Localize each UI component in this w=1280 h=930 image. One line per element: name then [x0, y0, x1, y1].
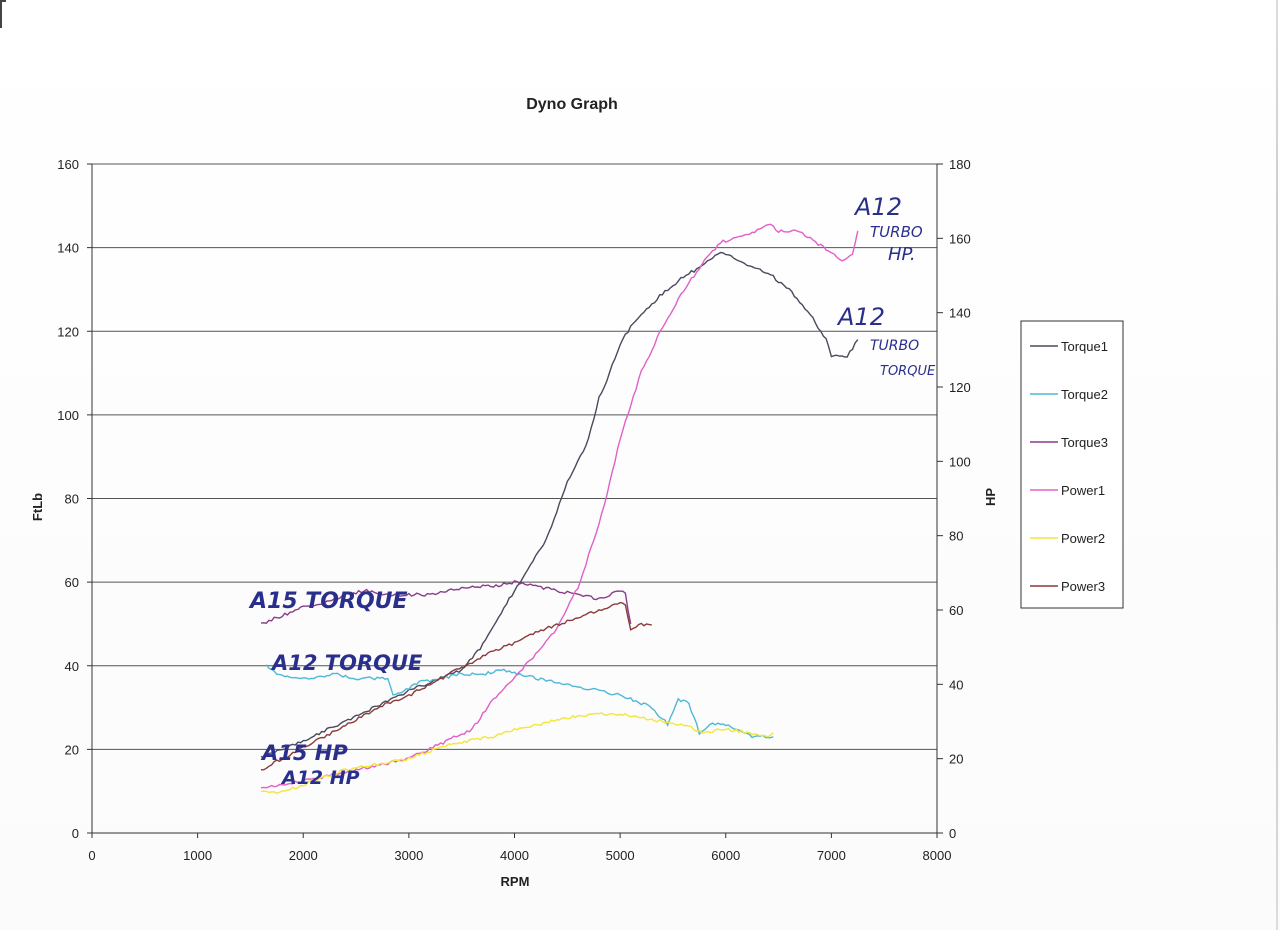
y2-tick-label: 100 — [949, 454, 971, 469]
scan-corner-mark — [0, 0, 6, 28]
y2-tick-label: 180 — [949, 157, 971, 172]
legend-label-torque3: Torque3 — [1061, 435, 1108, 450]
y-tick-label: 0 — [72, 826, 79, 841]
x-axis-title: RPM — [501, 874, 530, 889]
series-line-torque1 — [260, 251, 859, 759]
annotation-a12-turbo-torque-line2: TURBO — [870, 338, 919, 354]
legend-label-torque1: Torque1 — [1061, 339, 1108, 354]
series-line-power1 — [260, 223, 859, 789]
y-tick-label: 40 — [65, 659, 79, 674]
chart-title: Dyno Graph — [526, 96, 618, 113]
x-tick-label: 1000 — [183, 848, 212, 863]
gridlines — [92, 163, 937, 834]
series-line-power2 — [260, 712, 774, 795]
y2-tick-label: 80 — [949, 529, 963, 544]
y-tick-label: 20 — [65, 742, 79, 757]
series-line-torque3 — [260, 579, 632, 625]
annotation-a15-hp: A15 HP — [260, 741, 348, 765]
annotation-a12-turbo-torque-line1: A12 — [836, 303, 885, 331]
legend-label-power1: Power1 — [1061, 483, 1105, 498]
annotation-a12-hp: A12 HP — [280, 767, 360, 789]
legend-label-power3: Power3 — [1061, 579, 1105, 594]
y2-tick-label: 120 — [949, 380, 971, 395]
right-axis-title: HP — [983, 488, 998, 506]
handwritten-annotations: A12 TURBO HP. A12 TURBO TORQUE A15 TORQU… — [248, 193, 936, 789]
y2-tick-label: 60 — [949, 603, 963, 618]
legend-label-power2: Power2 — [1061, 531, 1105, 546]
annotation-a12-turbo-hp-line3: HP. — [888, 244, 916, 265]
x-tick-label: 8000 — [923, 848, 952, 863]
x-tick-label: 6000 — [711, 848, 740, 863]
y2-tick-label: 40 — [949, 677, 963, 692]
series-line-power3 — [260, 601, 652, 771]
y-tick-label: 60 — [65, 575, 79, 590]
series-line-torque2 — [265, 664, 774, 739]
annotation-a12-turbo-hp-line1: A12 — [853, 193, 902, 221]
legend: Torque1 Torque2 Torque3 Power1 Power2 Power3 — [1030, 339, 1108, 594]
left-axis-title: FtLb — [30, 493, 45, 521]
right-axis-ticks: 0 20 40 60 80 100 120 140 160 180 — [937, 157, 971, 841]
x-tick-label: 2000 — [289, 848, 318, 863]
legend-box — [1020, 320, 1124, 609]
legend-label-torque2: Torque2 — [1061, 387, 1108, 402]
x-tick-label: 3000 — [394, 848, 423, 863]
annotation-a12-turbo-torque-line3: TORQUE — [880, 364, 936, 379]
y2-tick-label: 0 — [949, 826, 956, 841]
x-axis-ticks: 0 1000 2000 3000 4000 5000 6000 7000 8000 — [88, 833, 951, 863]
left-axis-ticks: 0 20 40 60 80 100 120 140 160 — [57, 157, 92, 841]
y-tick-label: 80 — [65, 492, 79, 507]
x-tick-label: 0 — [88, 848, 95, 863]
annotation-a12-turbo-hp-line2: TURBO — [870, 223, 923, 241]
y-tick-label: 160 — [57, 157, 79, 172]
y2-tick-label: 160 — [949, 231, 971, 246]
series-layer — [260, 223, 859, 795]
x-tick-label: 4000 — [500, 848, 529, 863]
scan-page-edge — [1276, 0, 1278, 930]
y2-tick-label: 20 — [949, 752, 963, 767]
x-tick-label: 5000 — [606, 848, 635, 863]
x-tick-label: 7000 — [817, 848, 846, 863]
y2-tick-label: 140 — [949, 306, 971, 321]
y-tick-label: 140 — [57, 241, 79, 256]
y-tick-label: 100 — [57, 408, 79, 423]
annotation-a12-torque: A12 TORQUE — [270, 651, 423, 675]
annotation-a15-torque: A15 TORQUE — [248, 589, 408, 614]
y-tick-label: 120 — [57, 324, 79, 339]
